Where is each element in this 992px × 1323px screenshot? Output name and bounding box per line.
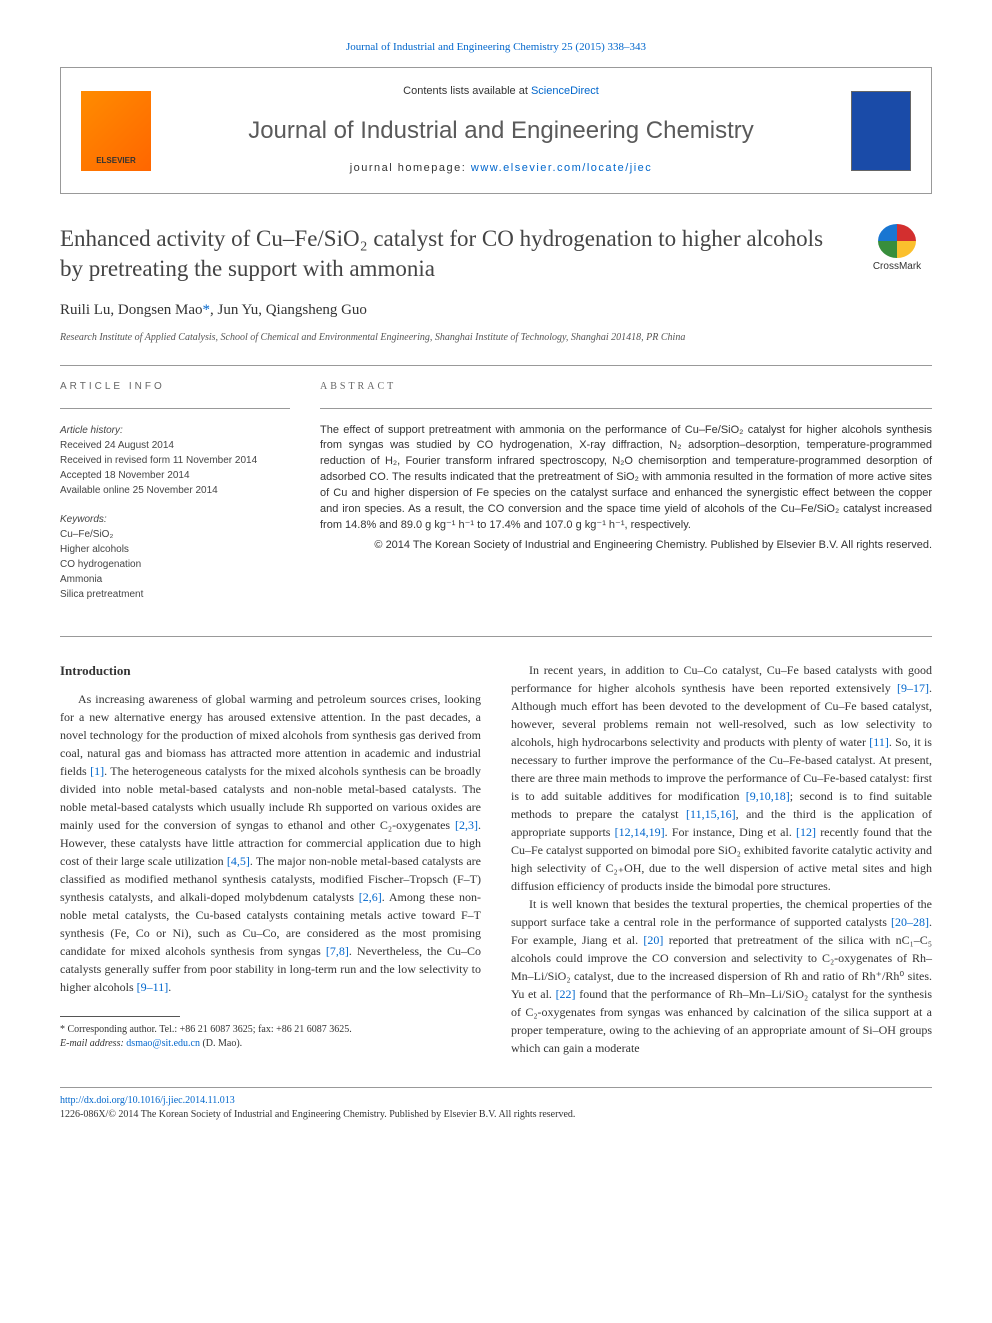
email-link[interactable]: dsmao@sit.edu.cn (126, 1038, 200, 1049)
abstract-divider (320, 408, 932, 409)
article-info-label: ARTICLE INFO (60, 380, 290, 394)
abstract-copyright: © 2014 The Korean Society of Industrial … (320, 538, 932, 553)
corresponding-footnote: * Corresponding author. Tel.: +86 21 608… (60, 1023, 481, 1051)
authors-part1: Ruili Lu, Dongsen Mao (60, 302, 203, 318)
abstract-label: ABSTRACT (320, 380, 932, 394)
keywords-block: Keywords: Cu–Fe/SiO₂ Higher alcohols CO … (60, 512, 290, 602)
sciencedirect-link[interactable]: ScienceDirect (531, 85, 599, 97)
ref-link[interactable]: [12,14,19] (615, 825, 665, 839)
header-center: Contents lists available at ScienceDirec… (171, 84, 831, 176)
journal-name: Journal of Industrial and Engineering Ch… (171, 114, 831, 148)
info-abstract-row: ARTICLE INFO Article history: Received 2… (60, 380, 932, 616)
online-date: Available online 25 November 2014 (60, 483, 290, 498)
abstract-text: The effect of support pretreatment with … (320, 423, 932, 535)
keyword: Higher alcohols (60, 542, 290, 557)
journal-header-box: ELSEVIER Contents lists available at Sci… (60, 67, 932, 193)
abstract-column: ABSTRACT The effect of support pretreatm… (320, 380, 932, 616)
ref-link[interactable]: [11,15,16] (686, 807, 736, 821)
email-suffix: (D. Mao). (200, 1038, 242, 1049)
corresponding-mark[interactable]: * (203, 302, 211, 318)
keyword: CO hydrogenation (60, 557, 290, 572)
info-divider (60, 408, 290, 409)
intro-paragraph-2: In recent years, in addition to Cu–Co ca… (511, 661, 932, 895)
history-label: Article history: (60, 423, 290, 438)
body-section: Introduction As increasing awareness of … (60, 661, 932, 1057)
keyword: Silica pretreatment (60, 587, 290, 602)
keyword: Cu–Fe/SiO₂ (60, 527, 290, 542)
homepage-prefix: journal homepage: (350, 162, 471, 174)
corr-author-info: * Corresponding author. Tel.: +86 21 608… (60, 1023, 481, 1037)
issn-copyright: 1226-086X/© 2014 The Korean Society of I… (60, 1108, 932, 1122)
keyword: Ammonia (60, 572, 290, 587)
ref-link[interactable]: [11] (869, 735, 889, 749)
doi-link[interactable]: http://dx.doi.org/10.1016/j.jiec.2014.11… (60, 1095, 235, 1106)
received-date: Received 24 August 2014 (60, 438, 290, 453)
citation-link[interactable]: Journal of Industrial and Engineering Ch… (346, 41, 646, 53)
ref-link[interactable]: [4,5] (227, 854, 250, 868)
intro-paragraph-3: It is well known that besides the textur… (511, 895, 932, 1057)
ref-link[interactable]: [9–11] (137, 980, 169, 994)
divider-top (60, 365, 932, 366)
ref-link[interactable]: [22] (556, 987, 576, 1001)
article-title: Enhanced activity of Cu–Fe/SiO₂ catalyst… (60, 224, 842, 284)
journal-cover-thumbnail (851, 91, 911, 171)
ref-link[interactable]: [2,3] (455, 818, 478, 832)
crossmark-icon (878, 224, 916, 258)
ref-link[interactable]: [2,6] (359, 890, 382, 904)
citation-header: Journal of Industrial and Engineering Ch… (60, 40, 932, 55)
intro-heading: Introduction (60, 661, 481, 681)
email-line: E-mail address: dsmao@sit.edu.cn (D. Mao… (60, 1037, 481, 1051)
ref-link[interactable]: [9,10,18] (746, 789, 790, 803)
accepted-date: Accepted 18 November 2014 (60, 468, 290, 483)
affiliation: Research Institute of Applied Catalysis,… (60, 331, 932, 345)
elsevier-logo: ELSEVIER (81, 91, 151, 171)
article-info-column: ARTICLE INFO Article history: Received 2… (60, 380, 290, 616)
footnote-divider (60, 1016, 180, 1017)
authors-line: Ruili Lu, Dongsen Mao*, Jun Yu, Qiangshe… (60, 300, 932, 321)
title-row: Enhanced activity of Cu–Fe/SiO₂ catalyst… (60, 224, 932, 284)
homepage-line: journal homepage: www.elsevier.com/locat… (171, 161, 831, 176)
ref-link[interactable]: [9–17] (897, 681, 929, 695)
homepage-url[interactable]: www.elsevier.com/locate/jiec (471, 162, 652, 174)
contents-line: Contents lists available at ScienceDirec… (171, 84, 831, 99)
intro-paragraph-1: As increasing awareness of global warmin… (60, 690, 481, 996)
revised-date: Received in revised form 11 November 201… (60, 453, 290, 468)
crossmark-label: CrossMark (873, 260, 921, 274)
divider-bottom (60, 636, 932, 637)
ref-link[interactable]: [20] (643, 933, 663, 947)
email-label: E-mail address: (60, 1038, 126, 1049)
article-history: Article history: Received 24 August 2014… (60, 423, 290, 498)
ref-link[interactable]: [12] (796, 825, 816, 839)
contents-prefix: Contents lists available at (403, 85, 531, 97)
ref-link[interactable]: [7,8] (326, 944, 349, 958)
ref-link[interactable]: [20–28] (891, 915, 929, 929)
keywords-label: Keywords: (60, 512, 290, 527)
ref-link[interactable]: [1] (90, 764, 104, 778)
body-columns: Introduction As increasing awareness of … (60, 661, 932, 1057)
crossmark-badge[interactable]: CrossMark (862, 224, 932, 274)
authors-part2: , Jun Yu, Qiangsheng Guo (210, 302, 367, 318)
footer-block: http://dx.doi.org/10.1016/j.jiec.2014.11… (60, 1087, 932, 1122)
